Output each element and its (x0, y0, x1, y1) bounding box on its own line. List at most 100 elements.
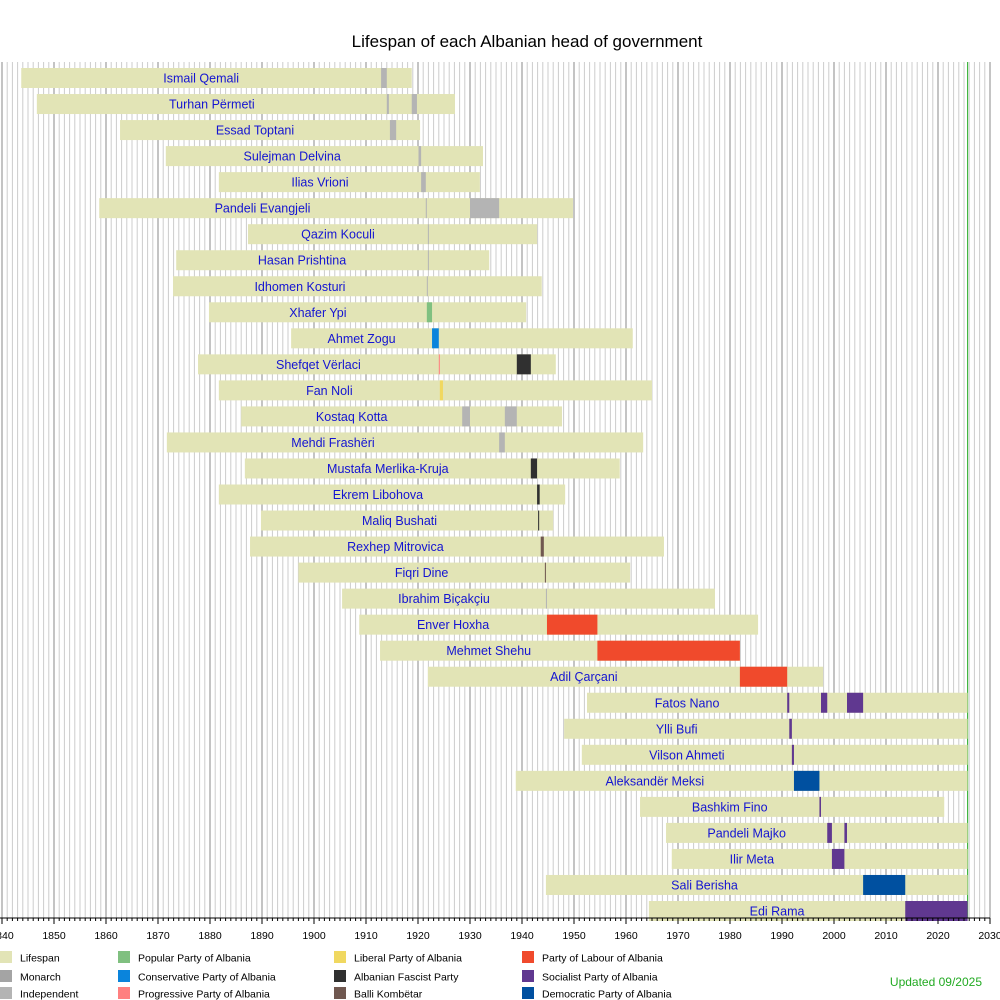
lifespan-bar (581, 744, 968, 765)
lifespan-bar (587, 692, 968, 713)
person-name: Pandeli Evangjeli (215, 202, 311, 216)
legend-item: Popular Party of Albania (118, 951, 251, 965)
x-axis: 1840 1850 1860 1870 1880 1890 1900 1910 1920 1930… (0, 917, 1000, 942)
term-bar-democratic (863, 874, 906, 895)
term-bar-independent (425, 198, 427, 219)
legend-item: Democratic Party of Albania (522, 987, 672, 1000)
lifespan-bar (247, 224, 538, 245)
lifespan-bar (166, 432, 644, 453)
tick-label: 1900 (302, 930, 326, 942)
term-bar-independent (411, 94, 417, 115)
person-name: Ylli Bufi (656, 722, 698, 736)
lifespan-bar (218, 380, 652, 401)
term-bar-socialist (787, 692, 790, 713)
person-row: Ismail Qemali (21, 68, 412, 88)
term-bar-fascist (516, 354, 531, 375)
tick-label: 1890 (250, 930, 274, 942)
person-row: Idhomen Kosturi (173, 276, 542, 297)
legend-swatch (334, 970, 346, 982)
lifespan-bar (640, 796, 945, 817)
person-name: Sali Berisha (671, 878, 738, 892)
person-name: Essad Toptani (216, 124, 294, 138)
term-bar-independent (462, 406, 470, 427)
person-name: Aleksandër Meksi (606, 774, 705, 788)
tick-label: 1910 (354, 930, 378, 942)
legend-swatch (0, 970, 12, 982)
person-row: Pandeli Majko (666, 822, 968, 843)
tick-label: 1920 (406, 930, 430, 942)
term-bar-independent (386, 94, 389, 115)
legend-label: Socialist Party of Albania (542, 972, 658, 984)
tick-label: 2030 (978, 930, 1000, 942)
tick-label: 1880 (198, 930, 222, 942)
legend-swatch (0, 987, 12, 999)
lifespan-bar (99, 198, 573, 219)
person-row: Aleksandër Meksi (515, 770, 968, 791)
lifespan-bar (173, 276, 542, 297)
legend: Lifespan Monarch Independent Popular Party … (0, 951, 672, 1000)
term-bar-fascist (538, 510, 540, 531)
person-row: Enver Hoxha (359, 614, 759, 635)
person-row: Sali Berisha (545, 874, 968, 895)
lifespan-bar (291, 328, 633, 349)
person-name: Rexhep Mitrovica (347, 540, 444, 554)
person-row: Shefqet Vërlaci (198, 354, 556, 375)
lifespan-bar (545, 874, 968, 895)
legend-label: Democratic Party of Albania (542, 989, 672, 1000)
term-bar-fascist (537, 484, 540, 505)
person-row: Kostaq Kotta (241, 406, 563, 427)
legend-label: Albanian Fascist Party (354, 972, 459, 984)
term-bar-socialist (789, 718, 792, 739)
term-bar-balli (540, 536, 544, 557)
legend-item: Party of Labour of Albania (522, 951, 663, 965)
person-name: Ekrem Libohova (333, 488, 423, 502)
person-row: Essad Toptani (120, 120, 421, 141)
legend-item: Liberal Party of Albania (334, 951, 462, 965)
lifespan-bar (342, 588, 715, 609)
legend-item: Progressive Party of Albania (118, 987, 270, 1000)
lifespan-bar (648, 901, 968, 921)
term-bar-independent (427, 224, 429, 245)
legend-swatch (0, 951, 12, 963)
term-bar-democratic (793, 770, 820, 791)
term-bar-independent (504, 406, 517, 427)
lifespan-bar (218, 484, 566, 505)
legend-label: Balli Kombëtar (354, 989, 423, 1000)
term-bar-independent (545, 588, 547, 609)
lifespan-bar (208, 302, 527, 323)
legend-item: Independent (0, 987, 78, 1000)
lifespan-bar (244, 458, 620, 479)
person-name: Turhan Përmeti (169, 98, 255, 112)
tick-label: 2020 (926, 930, 950, 942)
person-name: Mehmet Shehu (446, 644, 531, 658)
term-bar-pla (739, 666, 788, 687)
term-bar-independent (421, 172, 426, 193)
person-row: Ilir Meta (671, 848, 968, 869)
lifespan-bar (218, 172, 480, 193)
tick-label: 2000 (822, 930, 846, 942)
term-bar-balli (544, 562, 546, 583)
legend-item: Monarch (0, 970, 61, 984)
lifespan-bar (666, 822, 968, 843)
term-bar-conservative (432, 328, 439, 349)
person-row: Fan Noli (218, 380, 652, 401)
lifespan-bar (515, 770, 968, 791)
person-row: Mehmet Shehu (380, 640, 740, 661)
lifespan-bar (250, 536, 664, 557)
person-row: Ylli Bufi (564, 718, 968, 739)
person-row: Bashkim Fino (640, 796, 945, 817)
person-row: Edi Rama (648, 901, 968, 921)
term-bar-socialist (847, 692, 864, 713)
person-name: Xhafer Ypi (289, 306, 346, 320)
lifespan-bar (36, 94, 455, 115)
lifespan-bar (120, 120, 421, 141)
legend-item: Lifespan (0, 951, 60, 965)
term-bar-socialist (905, 901, 968, 921)
term-bar-socialist (844, 822, 847, 843)
lifespan-bar (427, 666, 824, 687)
person-row: Sulejman Delvina (165, 146, 484, 167)
tick-label: 1850 (42, 930, 66, 942)
person-name: Sulejman Delvina (244, 150, 341, 164)
person-row: Fiqri Dine (298, 562, 631, 583)
term-bar-independent (389, 120, 397, 141)
